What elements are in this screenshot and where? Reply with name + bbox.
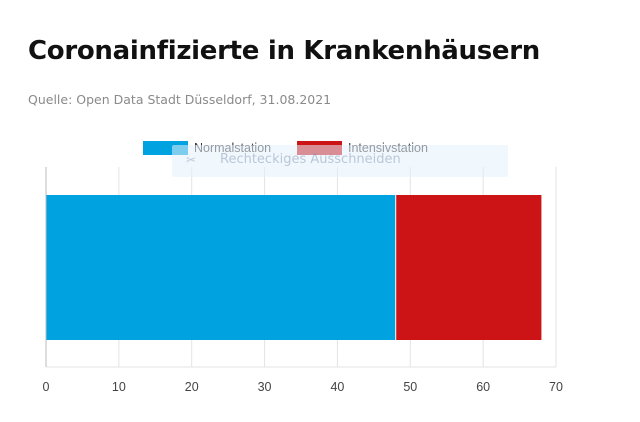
chart-bars xyxy=(46,195,542,340)
chart-source: Quelle: Open Data Stadt Düsseldorf, 31.0… xyxy=(28,92,332,107)
chart-axis xyxy=(45,167,556,368)
snipping-tool-overlay[interactable]: ✂ Rechteckiges Ausschneiden xyxy=(172,145,508,177)
chart-title: Coronainfizierte in Krankenhäusern xyxy=(28,36,540,66)
snipping-tool-label: Rechteckiges Ausschneiden xyxy=(220,152,401,167)
scissors-icon: ✂ xyxy=(186,153,197,167)
x-tick-label: 10 xyxy=(112,380,126,394)
x-tick-label: 0 xyxy=(43,380,50,394)
x-tick-label: 20 xyxy=(185,380,199,394)
x-axis-tick-labels: 0 10 20 30 40 50 60 70 xyxy=(43,380,563,394)
bar-intensivstation[interactable] xyxy=(395,195,542,340)
bar-normalstation[interactable] xyxy=(46,195,396,340)
x-tick-label: 60 xyxy=(476,380,490,394)
x-tick-label: 40 xyxy=(330,380,344,394)
x-tick-label: 30 xyxy=(258,380,272,394)
x-tick-label: 70 xyxy=(549,380,563,394)
x-tick-label: 50 xyxy=(403,380,417,394)
